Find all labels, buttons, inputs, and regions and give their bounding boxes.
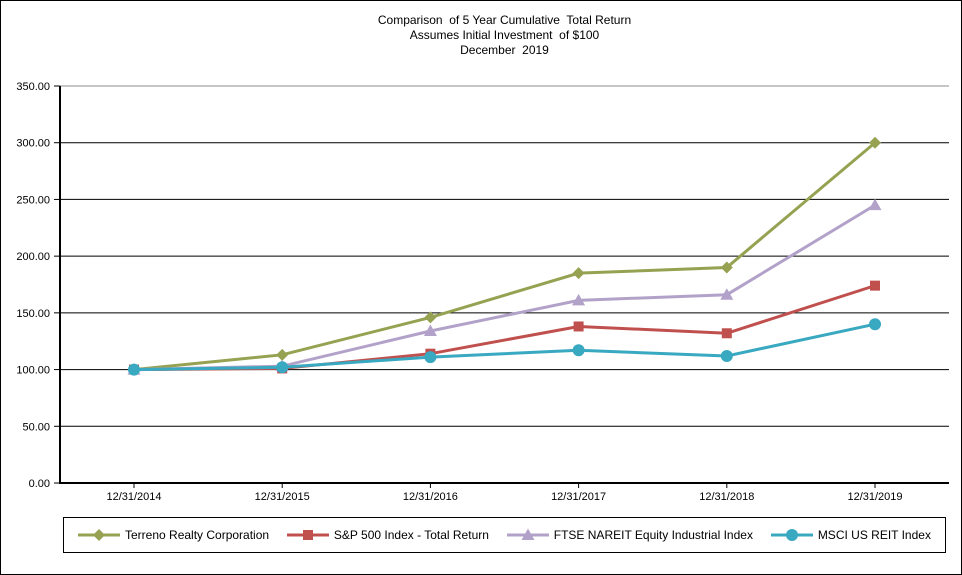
legend-diamond-marker-icon <box>78 529 120 541</box>
y-axis-label: 300.00 <box>16 138 50 150</box>
data-point-marker-diamond <box>276 348 289 361</box>
legend-item-3: FTSE NAREIT Equity Industrial Index <box>506 528 753 542</box>
chart-title-line-3: December 2019 <box>460 43 549 57</box>
data-point-marker-circle <box>785 529 798 541</box>
series-line-1 <box>133 141 876 372</box>
series-line-3 <box>133 203 876 372</box>
y-axis-label: 150.00 <box>16 308 50 320</box>
legend-item-4: MSCI US REIT Index <box>770 528 931 542</box>
series-line-2 <box>133 284 876 372</box>
legend-label-4: MSCI US REIT Index <box>817 528 931 542</box>
data-point-marker-square <box>573 321 584 332</box>
x-axis-label: 12/31/2018 <box>699 491 754 503</box>
data-point-marker-square <box>721 328 732 339</box>
y-axis-label: 350.00 <box>16 81 50 93</box>
data-point-marker-circle <box>128 363 140 376</box>
legend-item-2: S&P 500 Index - Total Return <box>286 528 489 542</box>
legend-triangle-marker-icon <box>506 528 549 540</box>
data-point-marker-diamond <box>869 136 881 149</box>
legend-label-3: FTSE NAREIT Equity Industrial Index <box>553 528 753 542</box>
y-axis-label: 250.00 <box>16 194 50 206</box>
data-point-marker-circle <box>276 361 289 374</box>
data-point-marker-square <box>870 280 880 291</box>
chart-title: Comparison of 5 Year Cumulative Total Re… <box>60 13 949 58</box>
data-point-marker-triangle <box>868 198 882 211</box>
legend-label-2: S&P 500 Index - Total Return <box>333 528 489 542</box>
data-point-marker-triangle <box>521 528 535 540</box>
data-point-marker-diamond <box>424 311 437 324</box>
chart-title-line-1: Comparison of 5 Year Cumulative Total Re… <box>377 13 632 27</box>
y-axis-label: 50.00 <box>22 421 50 433</box>
data-point-marker-circle <box>572 344 585 357</box>
x-axis-label: 12/31/2014 <box>106 491 161 503</box>
data-point-marker-diamond <box>572 267 585 280</box>
y-axis-label: 100.00 <box>16 365 50 377</box>
data-point-marker-triangle <box>423 324 437 337</box>
legend-circle-marker-icon <box>770 529 813 541</box>
chart-title-line-2: Assumes Initial Investment of $100 <box>409 28 600 42</box>
data-point-marker-circle <box>869 318 881 331</box>
x-axis-label: 12/31/2017 <box>551 491 606 503</box>
series-line-4 <box>133 322 876 372</box>
y-axis-label: 200.00 <box>16 251 50 263</box>
x-axis-label: 12/31/2015 <box>255 491 310 503</box>
legend-square-marker-icon <box>286 530 329 540</box>
x-axis-label: 12/31/2019 <box>847 491 902 503</box>
data-point-marker-square <box>302 530 313 540</box>
data-point-marker-diamond <box>720 261 733 274</box>
legend-item-1: Terreno Realty Corporation <box>78 528 269 542</box>
data-point-marker-circle <box>424 351 437 364</box>
legend: Terreno Realty Corporation S&P 500 Index … <box>63 517 946 553</box>
y-axis-label: 0.00 <box>29 478 50 490</box>
data-point-marker-triangle <box>720 288 734 300</box>
x-axis-label: 12/31/2016 <box>403 491 458 503</box>
legend-label-1: Terreno Realty Corporation <box>125 528 270 542</box>
data-point-marker-diamond <box>93 529 105 541</box>
data-point-marker-circle <box>720 349 733 362</box>
data-point-marker-triangle <box>572 293 586 306</box>
